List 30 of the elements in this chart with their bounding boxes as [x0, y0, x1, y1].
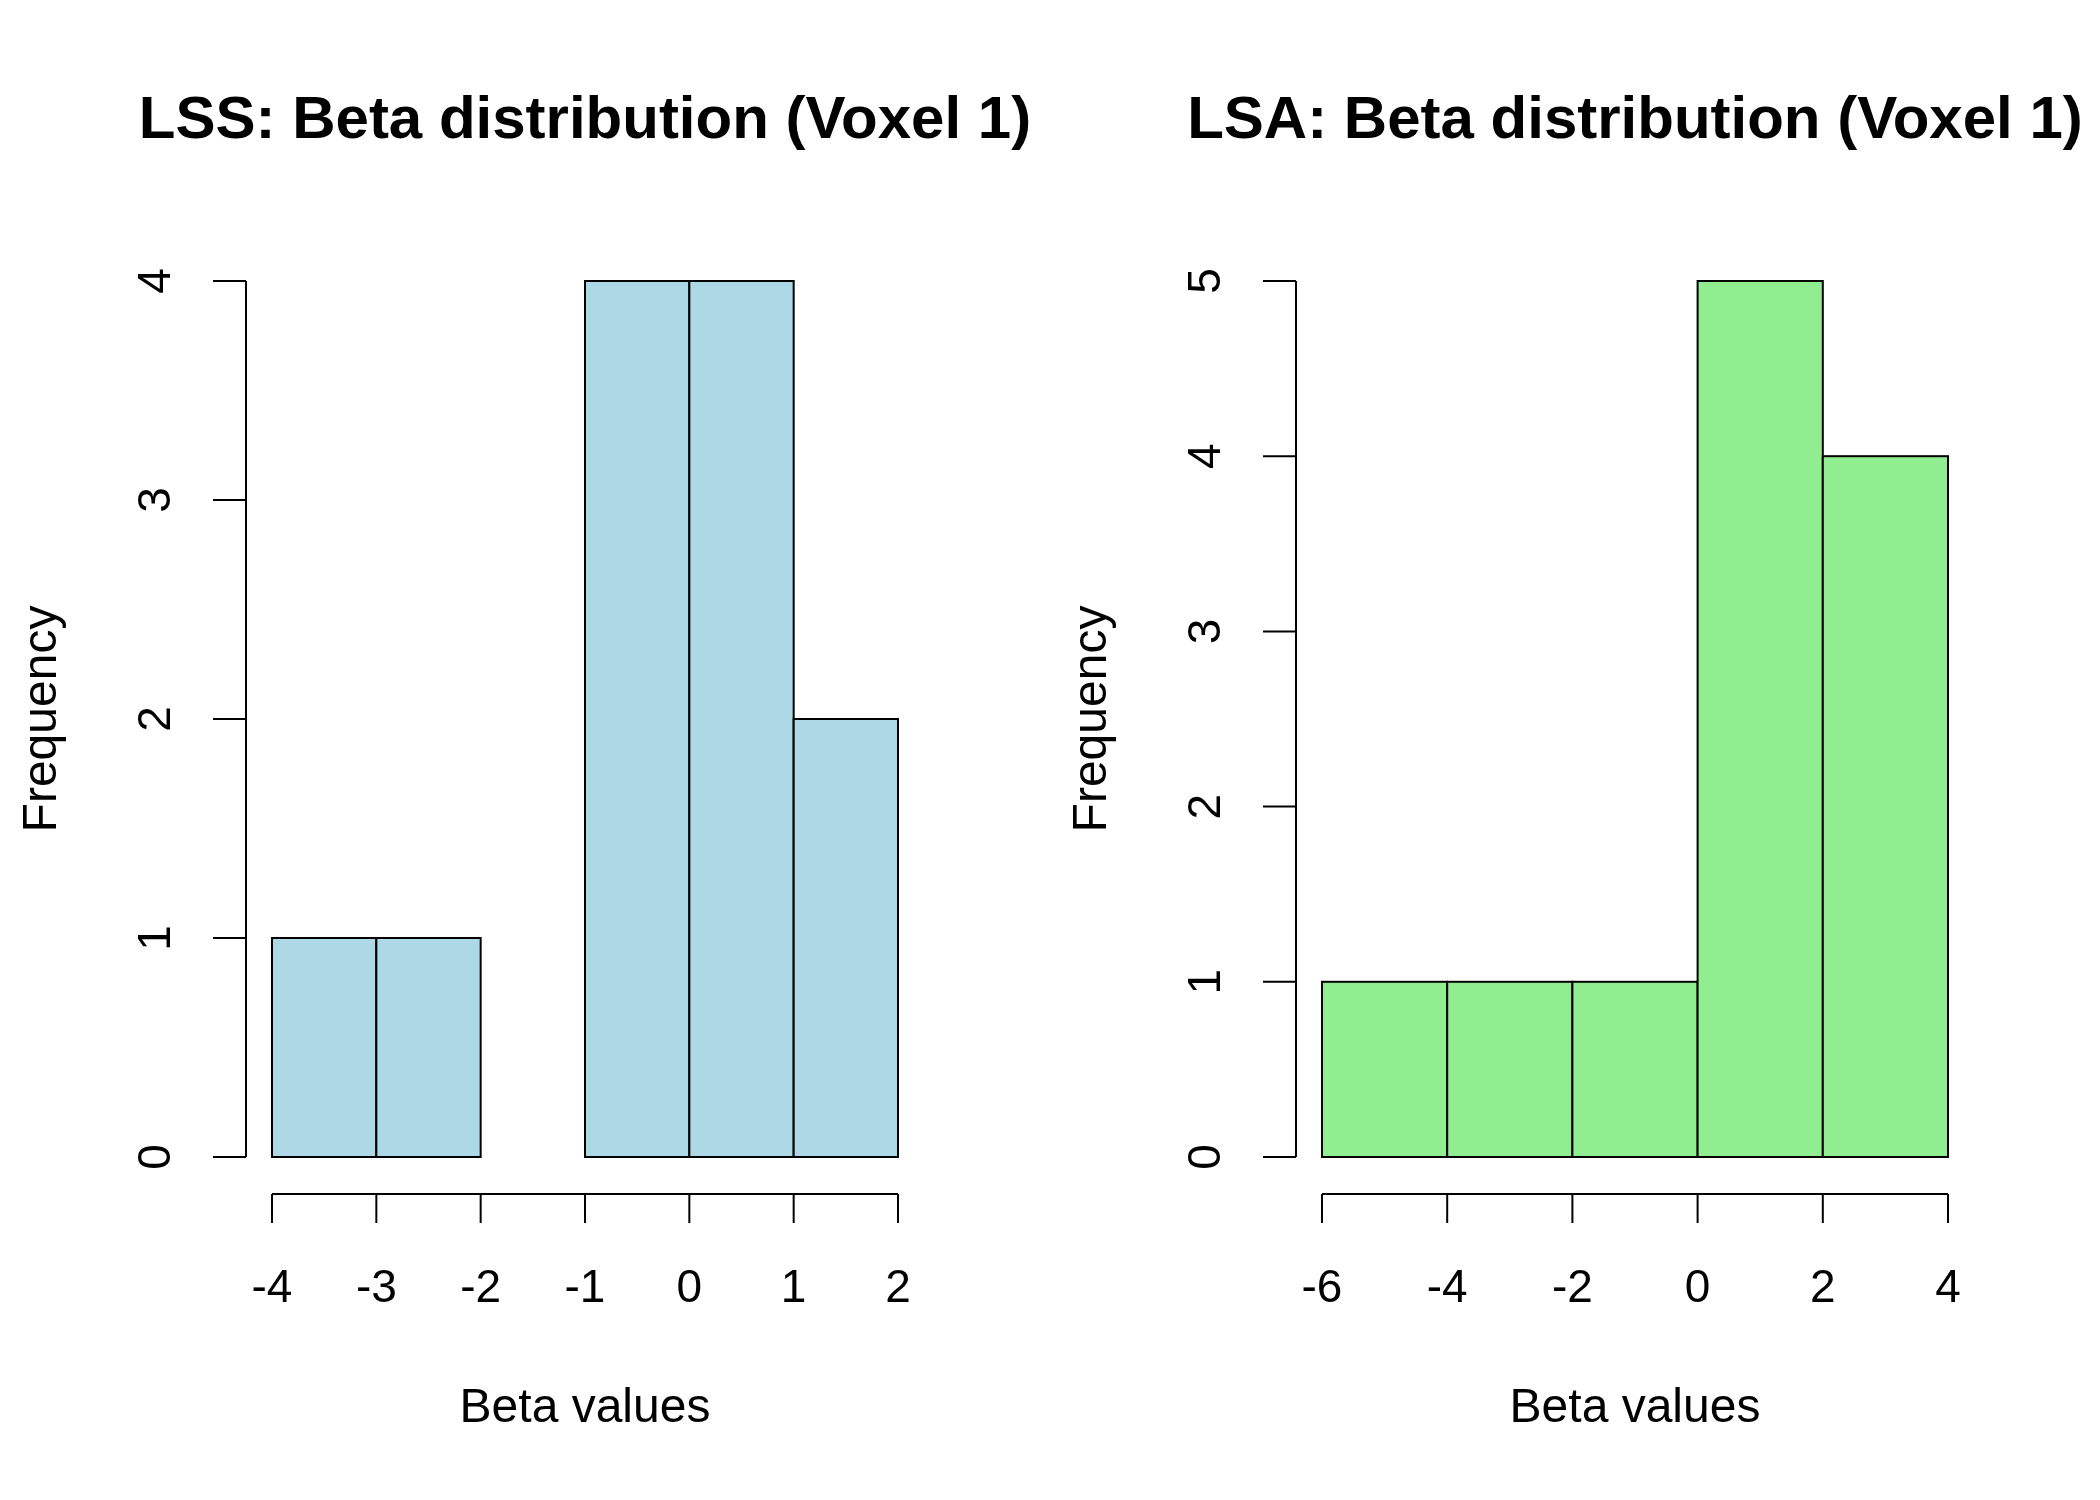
x-tick-label: -6	[1301, 1260, 1343, 1312]
x-tick-label: 1	[780, 1260, 807, 1312]
x-tick-label: -1	[564, 1260, 606, 1312]
y-tick-label: 2	[128, 706, 180, 732]
y-tick-label: 4	[128, 268, 180, 294]
x-axis-title: Beta values	[1509, 1379, 1761, 1432]
y-axis-title: Frequency	[13, 605, 66, 833]
x-tick-label: -3	[355, 1260, 397, 1312]
y-tick-label: 5	[1178, 268, 1230, 294]
x-tick-label: 2	[1810, 1260, 1836, 1312]
x-axis-title: Beta values	[459, 1379, 711, 1432]
chart-title: LSA: Beta distribution (Voxel 1)	[1187, 84, 2083, 151]
x-tick-label: 4	[1935, 1260, 1961, 1312]
x-tick-label: -4	[1426, 1260, 1468, 1312]
y-tick-label: 3	[1178, 618, 1230, 645]
x-tick-label: 0	[676, 1260, 703, 1312]
y-tick-label: 2	[1178, 793, 1230, 820]
chart-title: LSS: Beta distribution (Voxel 1)	[138, 84, 1032, 151]
x-tick-label: 0	[1684, 1260, 1711, 1312]
y-tick-label: 1	[1178, 969, 1230, 995]
y-tick-label: 1	[128, 925, 180, 951]
y-axis-title: Frequency	[1063, 605, 1116, 833]
y-tick-label: 0	[128, 1144, 180, 1170]
x-tick-label: -4	[251, 1260, 293, 1312]
x-tick-label: -2	[460, 1260, 502, 1312]
y-tick-label: 3	[128, 487, 180, 513]
x-tick-label: -2	[1551, 1260, 1593, 1312]
y-tick-label: 0	[1178, 1144, 1230, 1170]
y-tick-label: 4	[1178, 443, 1230, 469]
x-tick-label: 2	[885, 1260, 911, 1312]
